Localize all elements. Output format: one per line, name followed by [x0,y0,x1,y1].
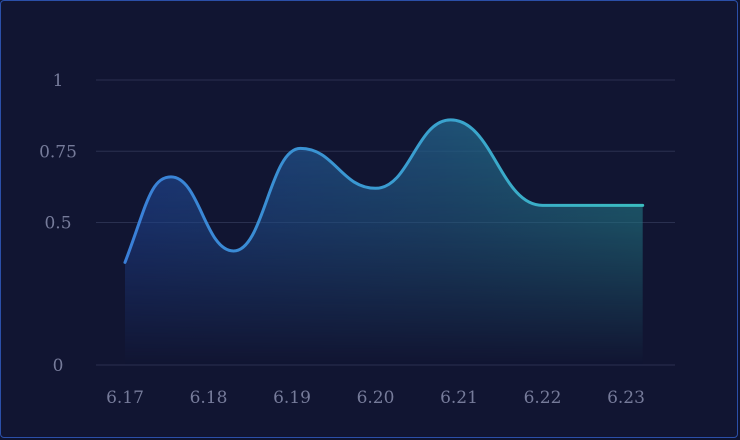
x-tick-label: 6.18 [190,388,228,408]
x-tick-label: 6.20 [357,388,395,408]
x-tick-label: 6.19 [273,388,311,408]
x-tick-label: 6.17 [106,388,144,408]
x-tick-label: 6.21 [440,388,478,408]
y-tick-label: 0.75 [39,142,77,162]
series-line [123,118,645,264]
area-fill [125,119,643,365]
y-tick-label: 0.5 [44,214,71,234]
y-tick-label: 1 [53,71,64,91]
x-tick-label: 6.23 [607,388,645,408]
y-tick-label: 0 [53,356,64,376]
x-tick-label: 6.22 [524,388,562,408]
